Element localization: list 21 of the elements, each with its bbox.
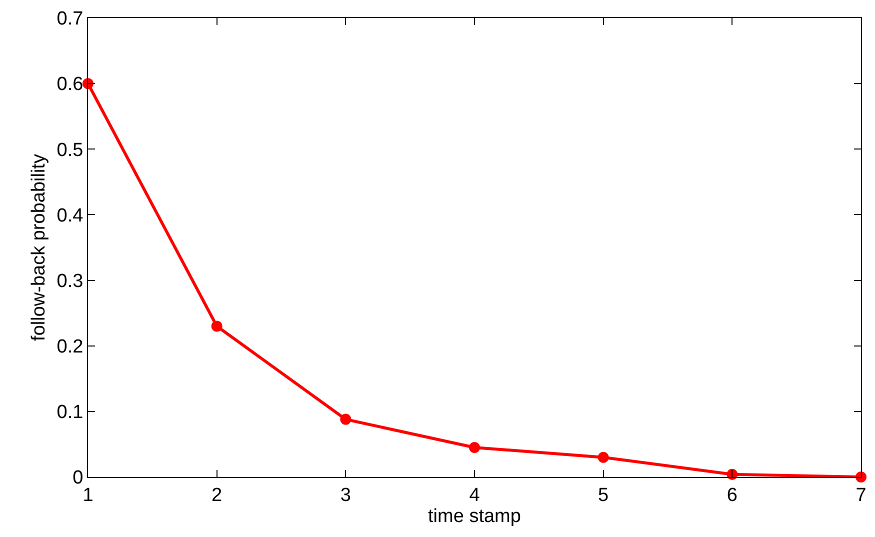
x-tick-label: 6 <box>726 484 738 506</box>
y-tick-label: 0.6 <box>56 74 84 96</box>
y-tick-label: 0.3 <box>56 270 84 292</box>
x-tick-label: 1 <box>82 484 94 506</box>
x-tick-label: 2 <box>212 484 222 506</box>
x-tick-label: 7 <box>856 484 866 506</box>
y-tick-label: 0.4 <box>56 205 84 226</box>
y-tick-label: 0.7 <box>56 8 84 30</box>
x-tick-label: 3 <box>340 484 351 506</box>
x-axis-title: time stamp <box>428 506 521 527</box>
point <box>598 452 609 463</box>
y-tick-label: 0 <box>72 468 84 489</box>
point <box>469 442 480 453</box>
x-tick-label: 4 <box>469 484 480 506</box>
point <box>340 414 352 425</box>
y-tick-label: 0.1 <box>56 402 84 424</box>
y-axis-title: follow-back probability <box>28 154 50 341</box>
x-tick-label: 5 <box>598 484 609 506</box>
point <box>211 320 222 332</box>
y-tick-label: 0.2 <box>56 336 84 358</box>
y-tick-label: 0.5 <box>56 140 84 161</box>
